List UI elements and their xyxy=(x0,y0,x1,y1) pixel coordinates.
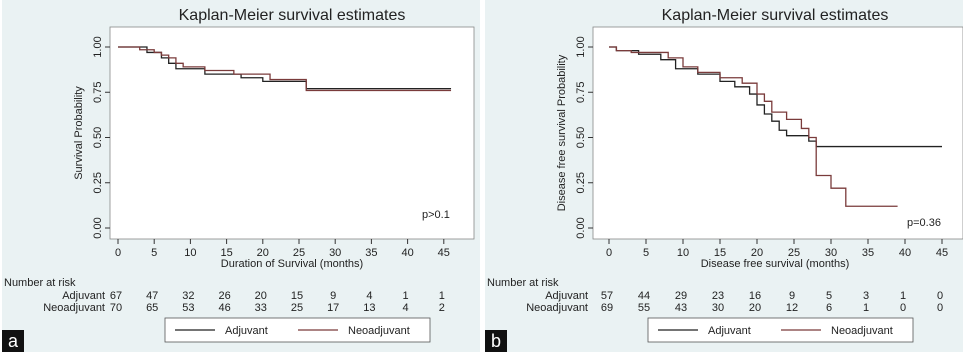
risk-count: 53 xyxy=(182,302,194,314)
neoadjuvant-survival-curve xyxy=(118,46,452,92)
p-value-annotation: p>0.1 xyxy=(422,209,450,221)
risk-count: 0 xyxy=(900,302,906,314)
y-tick-label: 0.50 xyxy=(575,127,587,148)
plot-area xyxy=(592,26,963,240)
risk-row-label: Neoadjuvant xyxy=(526,302,588,314)
x-tick-label: 15 xyxy=(220,247,232,259)
risk-count: 67 xyxy=(110,290,122,302)
x-tick-label: 15 xyxy=(714,247,726,259)
p-value-annotation: p=0.36 xyxy=(907,217,941,229)
x-tick-label: 0 xyxy=(606,247,612,259)
risk-count: 1 xyxy=(439,290,445,302)
x-tick-label: 10 xyxy=(184,247,196,259)
risk-count: 1 xyxy=(900,290,906,302)
risk-count: 13 xyxy=(363,302,375,314)
risk-count: 43 xyxy=(675,302,687,314)
risk-count: 16 xyxy=(749,290,761,302)
x-tick-label: 30 xyxy=(329,247,341,259)
y-tick-label: 0.75 xyxy=(92,82,104,103)
risk-count: 30 xyxy=(712,302,724,314)
x-tick-label: 35 xyxy=(862,247,874,259)
km-panel-b: Kaplan-Meier survival estimates 0.00 0.25 0… xyxy=(485,0,963,352)
legend-label-adjuvant: Adjuvant xyxy=(225,325,268,337)
x-tick-label: 35 xyxy=(365,247,377,259)
risk-count: 20 xyxy=(749,302,761,314)
chart-title: Kaplan-Meier survival estimates xyxy=(662,7,889,24)
x-tick-label: 20 xyxy=(257,247,269,259)
risk-count: 23 xyxy=(712,290,724,302)
risk-count: 20 xyxy=(255,290,267,302)
risk-table-header: Number at risk xyxy=(4,277,76,289)
risk-count: 1 xyxy=(403,290,409,302)
risk-count: 33 xyxy=(255,302,267,314)
risk-count: 9 xyxy=(330,290,336,302)
risk-count: 57 xyxy=(601,290,613,302)
risk-count: 17 xyxy=(327,302,339,314)
y-axis-label: Survival Probability xyxy=(73,86,85,180)
x-axis-label: Disease free survival (months) xyxy=(701,258,850,270)
risk-count: 12 xyxy=(786,302,798,314)
adjuvant-survival-curve xyxy=(609,46,942,148)
risk-count: 9 xyxy=(789,290,795,302)
km-chart-b: Kaplan-Meier survival estimates 0.00 0.25 0… xyxy=(487,7,963,343)
x-tick-label: 45 xyxy=(936,247,948,259)
risk-count: 69 xyxy=(601,302,613,314)
y-axis-label: Disease free survival Probability xyxy=(556,54,568,211)
legend-label-neoadjuvant: Neoadjuvant xyxy=(348,325,410,337)
x-tick-label: 25 xyxy=(788,247,800,259)
risk-row-label: Adjuvant xyxy=(62,290,105,302)
risk-count: 29 xyxy=(675,290,687,302)
y-tick-label: 0.25 xyxy=(575,172,587,193)
y-tick-label: 0.00 xyxy=(92,217,104,238)
risk-table-header: Number at risk xyxy=(487,277,559,289)
risk-count: 65 xyxy=(146,302,158,314)
x-tick-label: 10 xyxy=(677,247,689,259)
risk-count: 3 xyxy=(863,290,869,302)
risk-count: 47 xyxy=(146,290,158,302)
risk-count: 0 xyxy=(937,302,943,314)
x-tick-label: 5 xyxy=(643,247,649,259)
risk-count: 15 xyxy=(291,290,303,302)
risk-count: 44 xyxy=(638,290,650,302)
y-tick-label: 0.25 xyxy=(92,172,104,193)
km-chart-a: Kaplan-Meier survival estimates 0.00 0.25 0… xyxy=(4,7,475,343)
risk-count: 32 xyxy=(182,290,194,302)
y-tick-label: 1.00 xyxy=(575,36,587,57)
chart-title: Kaplan-Meier survival estimates xyxy=(179,7,406,24)
x-tick-label: 25 xyxy=(293,247,305,259)
neoadjuvant-survival-curve xyxy=(609,46,898,207)
risk-count: 4 xyxy=(403,302,409,314)
y-tick-label: 0.75 xyxy=(575,82,587,103)
risk-count: 0 xyxy=(937,290,943,302)
x-tick-label: 20 xyxy=(751,247,763,259)
risk-row-label: Neoadjuvant xyxy=(43,302,105,314)
legend-label-neoadjuvant: Neoadjuvant xyxy=(831,325,893,337)
risk-row-label: Adjuvant xyxy=(545,290,588,302)
risk-count: 26 xyxy=(218,290,230,302)
km-panel-a: Kaplan-Meier survival estimates 0.00 0.25 0… xyxy=(2,0,480,352)
risk-count: 70 xyxy=(110,302,122,314)
risk-count: 4 xyxy=(366,290,372,302)
plot-area xyxy=(109,26,475,240)
risk-count: 5 xyxy=(826,290,832,302)
risk-count: 55 xyxy=(638,302,650,314)
y-tick-label: 0.50 xyxy=(92,127,104,148)
risk-count: 6 xyxy=(826,302,832,314)
y-tick-label: 0.00 xyxy=(575,217,587,238)
x-axis-label: Duration of Survival (months) xyxy=(221,258,363,270)
panel-label-a: a xyxy=(2,330,24,352)
x-tick-label: 40 xyxy=(401,247,413,259)
x-tick-label: 5 xyxy=(151,247,157,259)
risk-count: 1 xyxy=(863,302,869,314)
legend-label-adjuvant: Adjuvant xyxy=(708,325,751,337)
y-tick-label: 1.00 xyxy=(92,36,104,57)
panel-label-b: b xyxy=(485,330,507,352)
risk-count: 46 xyxy=(218,302,230,314)
x-tick-label: 45 xyxy=(438,247,450,259)
risk-count: 25 xyxy=(291,302,303,314)
risk-count: 2 xyxy=(439,302,445,314)
x-tick-label: 40 xyxy=(899,247,911,259)
x-tick-label: 30 xyxy=(825,247,837,259)
x-tick-label: 0 xyxy=(115,247,121,259)
